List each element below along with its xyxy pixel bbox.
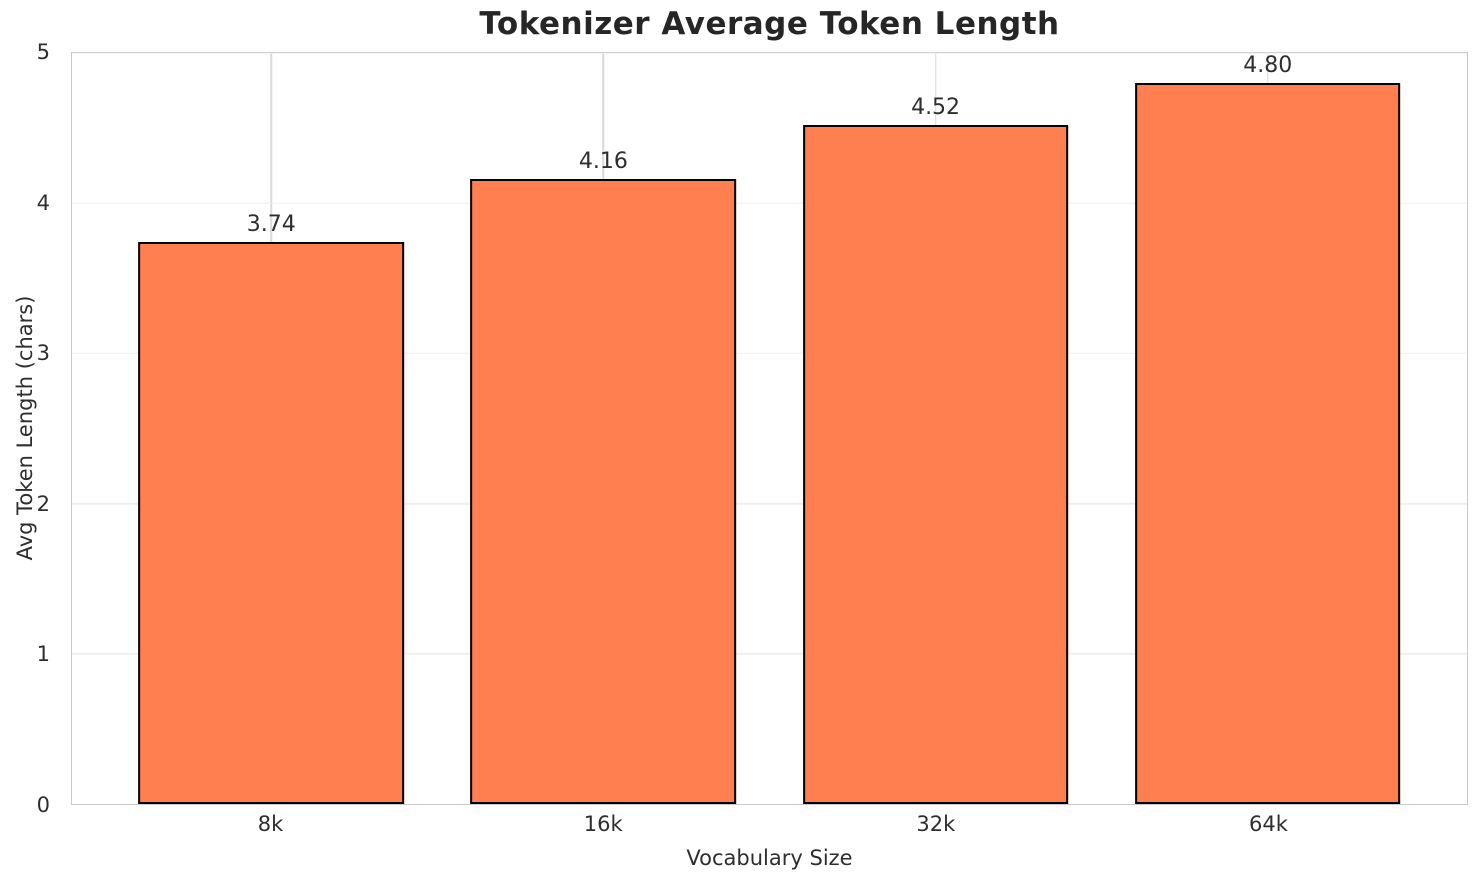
bar-8k — [138, 242, 405, 804]
horizontal-gridline — [72, 352, 1467, 355]
x-tick-label: 8k — [257, 812, 284, 836]
x-axis-label: Vocabulary Size — [686, 846, 853, 870]
y-tick-label: 1 — [36, 642, 50, 667]
horizontal-gridline — [72, 502, 1467, 505]
horizontal-gridline — [72, 202, 1467, 204]
y-tick-label: 3 — [36, 341, 50, 366]
chart-title: Tokenizer Average Token Length — [479, 6, 1060, 42]
x-axis-ticks: 8k 16k 32k 64k — [71, 812, 1468, 842]
x-tick-label: 32k — [916, 812, 956, 836]
y-axis-ticks: 0 1 2 3 4 5 — [0, 40, 60, 817]
x-tick-label: 16k — [583, 812, 623, 836]
horizontal-gridline — [72, 653, 1467, 655]
bar-value-label: 4.16 — [578, 149, 628, 175]
y-tick-label: 0 — [36, 793, 50, 817]
bar-16k — [470, 179, 737, 804]
plot-area: 3.74 4.16 4.52 4.80 — [71, 52, 1468, 805]
y-tick-label: 5 — [36, 40, 50, 64]
x-tick-label: 64k — [1248, 812, 1288, 836]
bar-value-label: 4.52 — [911, 95, 961, 121]
bar-64k — [1134, 83, 1401, 804]
y-tick-label: 2 — [36, 491, 50, 516]
bar-value-label: 4.80 — [1243, 53, 1293, 79]
bar-32k — [802, 125, 1069, 804]
horizontal-gridline — [72, 52, 1467, 54]
bar-value-label: 3.74 — [246, 212, 296, 238]
y-tick-label: 4 — [36, 190, 50, 215]
